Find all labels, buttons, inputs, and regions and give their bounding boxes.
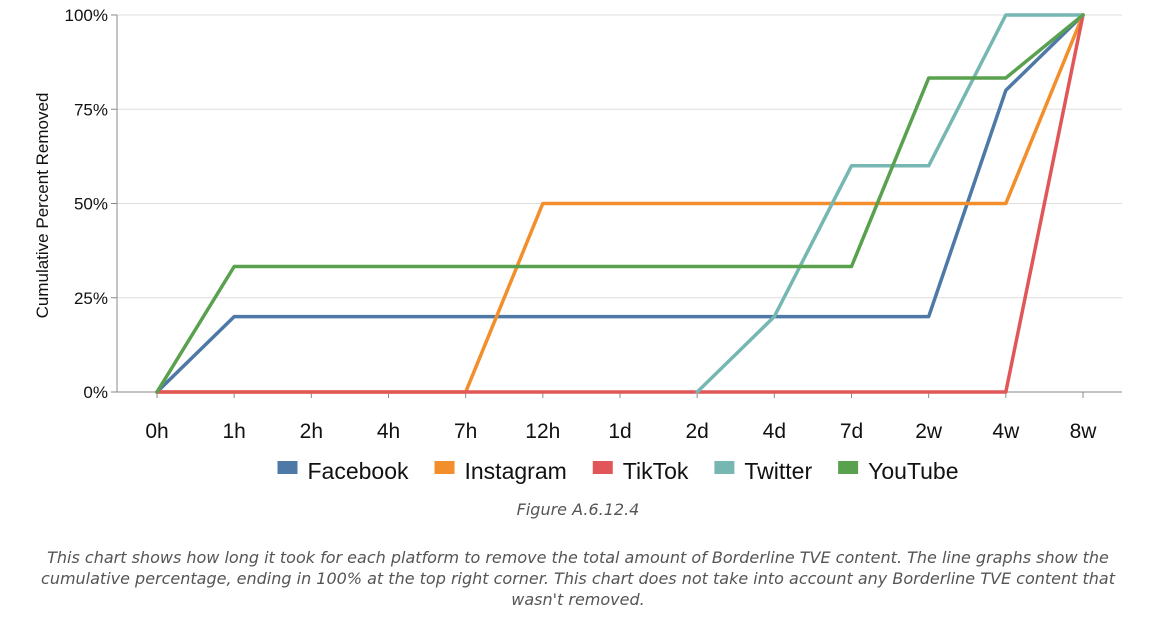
legend-swatch-facebook bbox=[277, 461, 298, 474]
legend-label-tiktok: TikTok bbox=[623, 458, 689, 484]
legend-swatch-twitter bbox=[714, 461, 735, 474]
legend-swatch-instagram bbox=[434, 461, 455, 474]
series-line-twitter bbox=[695, 13, 1085, 394]
legend-label-facebook: Facebook bbox=[307, 458, 409, 484]
series-line-facebook bbox=[155, 13, 1085, 394]
x-tick-label-4d: 4d bbox=[763, 420, 786, 443]
legend-label-twitter: Twitter bbox=[744, 458, 812, 484]
y-tick-label-3: 75% bbox=[74, 100, 108, 119]
x-tick-label-2h: 2h bbox=[300, 420, 323, 443]
chart-caption: This chart shows how long it took for ea… bbox=[41, 548, 1115, 609]
x-tick-label-2d: 2d bbox=[685, 420, 708, 443]
x-tick-label-1h: 1h bbox=[222, 420, 245, 443]
x-tick-label-4w: 4w bbox=[992, 420, 1020, 443]
chart-svg: 0% 25% 50% 75% 100% 0h 1h 2h 4h 7h 12h 1d 2d 4d 7d 2w 4w… bbox=[33, 6, 1122, 484]
x-tick-label-4h: 4h bbox=[377, 420, 400, 443]
legend-label-youtube: YouTube bbox=[868, 458, 958, 484]
legend-swatch-youtube bbox=[838, 461, 859, 474]
series-line-youtube bbox=[155, 13, 1085, 394]
x-tick-label-0h: 0h bbox=[145, 420, 168, 443]
legend-label-instagram: Instagram bbox=[465, 458, 567, 484]
x-tick-label-7h: 7h bbox=[454, 420, 477, 443]
legend-swatch-tiktok bbox=[592, 461, 613, 474]
x-tick-label-2w: 2w bbox=[915, 420, 943, 443]
x-tick-label-1d: 1d bbox=[608, 420, 631, 443]
series-line-tiktok bbox=[155, 13, 1085, 394]
y-tick-label-4: 100% bbox=[65, 6, 108, 25]
y-tick-label-0: 0% bbox=[83, 383, 108, 402]
y-tick-label-2: 50% bbox=[74, 195, 108, 214]
y-axis-title: Cumulative Percent Removed bbox=[33, 93, 52, 319]
figure-label: Figure A.6.12.4 bbox=[516, 500, 640, 519]
x-tick-label-8w: 8w bbox=[1070, 420, 1098, 443]
x-tick-label-12h: 12h bbox=[525, 420, 560, 443]
y-tick-label-1: 25% bbox=[74, 289, 108, 308]
x-tick-label-7d: 7d bbox=[840, 420, 863, 443]
line-chart: 0% 25% 50% 75% 100% 0h 1h 2h 4h 7h 12h 1d 2d 4d 7d 2w 4w… bbox=[33, 6, 1122, 484]
